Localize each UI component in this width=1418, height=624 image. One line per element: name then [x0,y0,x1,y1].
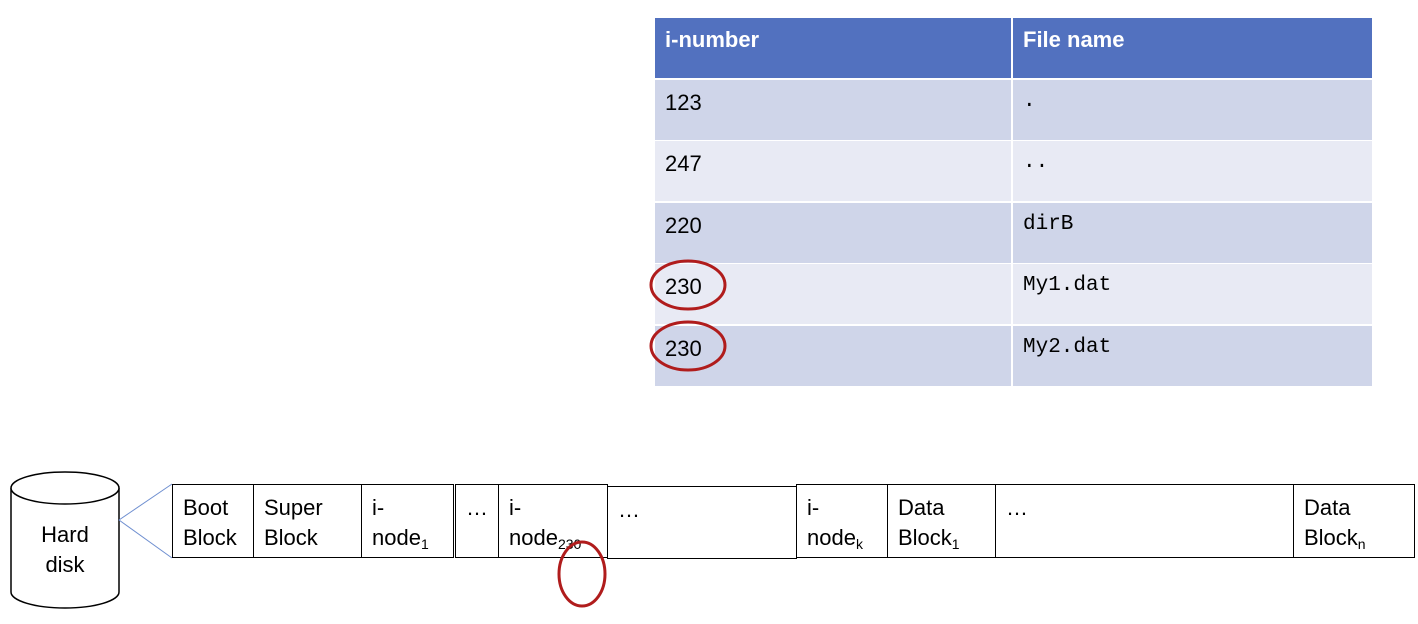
block-text: node [509,525,558,550]
block-text: Block [898,525,952,550]
subscript: 230 [557,536,582,552]
block-text: … [466,495,488,520]
connector-line [118,483,173,521]
file-name-cell: .. [1013,141,1372,201]
data-block-n: Data Blockn [1293,484,1415,558]
table-row: 247 .. [655,141,1372,201]
block-text: … [618,497,640,522]
ellipsis-block: … [455,484,499,558]
table-header: i-number File name [655,18,1372,78]
label-line: Hard [41,522,89,547]
header-file-name: File name [1013,18,1372,78]
block-text: Data [1304,495,1351,520]
inode-k-block: i-nodek [796,484,888,558]
connector-line [118,519,173,559]
block-text: Super [264,495,323,520]
boot-block: Boot Block [172,484,254,558]
ellipsis-block: … [607,486,797,559]
header-i-number: i-number [655,18,1013,78]
i-number-cell: 247 [655,141,1013,201]
data-block-1: Data Block1 [887,484,996,558]
file-name-cell: dirB [1013,202,1372,263]
block-text: … [1006,495,1028,520]
block-text: Data [898,495,945,520]
file-name-cell: My2.dat [1013,325,1372,386]
file-name-cell: My1.dat [1013,264,1372,324]
block-text: node [807,525,856,550]
block-text: i- [372,495,385,520]
block-text: i- [807,495,820,520]
subscript: 1 [420,536,429,552]
subscript: 1 [951,536,960,552]
inode-1-block: i-node1 [361,484,454,558]
hard-disk-label: Hard disk [11,520,119,580]
table-row: 123 . [655,79,1372,140]
block-text: node [372,525,421,550]
inode-230-block: i-node230 [498,484,608,558]
table-row: 220 dirB [655,202,1372,263]
label-line: disk [45,552,85,577]
block-text: i- [509,495,522,520]
file-name-cell: . [1013,79,1372,140]
i-number-cell: 220 [655,202,1013,263]
ellipsis-block: … [995,484,1294,558]
block-text: Block [1304,525,1358,550]
block-text: Block [183,525,237,550]
directory-table: i-number File name 123 . 247 .. 220 dirB… [655,18,1372,387]
block-text: Block [264,525,318,550]
subscript: n [1357,536,1366,552]
hard-disk-icon [10,471,120,609]
subscript: k [855,536,863,552]
super-block: Super Block [253,484,362,558]
block-text: Boot [183,495,229,520]
i-number-cell: 123 [655,79,1013,140]
